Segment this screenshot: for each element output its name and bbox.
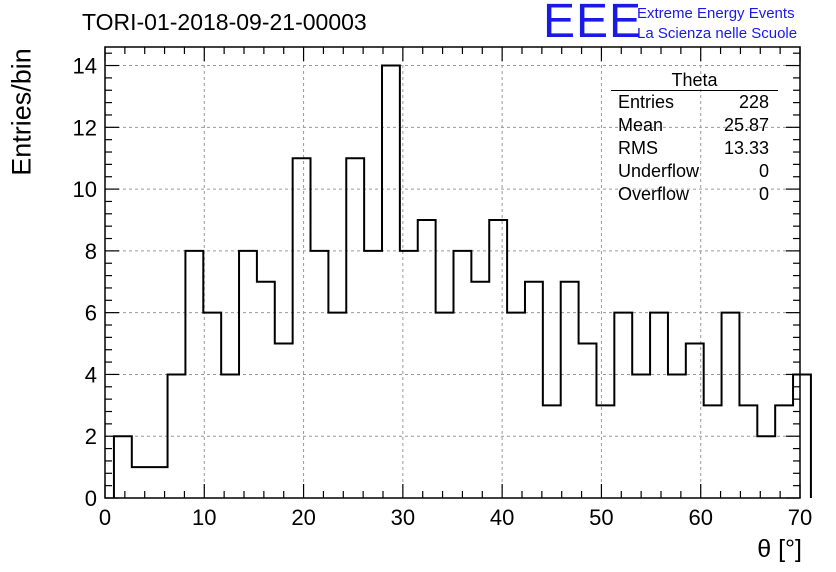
y-tick-label: 14 (73, 54, 97, 79)
histogram-bin (293, 158, 311, 498)
x-tick-label: 40 (490, 505, 514, 530)
y-tick-label: 6 (85, 301, 97, 326)
histogram-bin (704, 405, 722, 498)
stats-label: RMS (618, 138, 658, 158)
stats-value: 25.87 (723, 115, 769, 135)
stats-box: Theta Entries 228 Mean 25.87 RMS 13.33 U… (611, 70, 778, 206)
y-axis-label: Entries/bin (6, 48, 37, 176)
histogram-bin (436, 313, 454, 498)
stats-value: 0 (758, 161, 769, 181)
stats-label: Underflow (618, 161, 700, 181)
histogram-bars (112, 64, 812, 498)
stats-label: Entries (618, 92, 675, 112)
y-tick-label: 10 (73, 177, 97, 202)
y-tick-label: 4 (85, 362, 97, 387)
histogram-bin (471, 282, 489, 498)
x-tick-label: 20 (291, 505, 315, 530)
y-tick-label: 0 (85, 486, 97, 511)
logo-line-2: La Scienza nelle Scuole (637, 25, 798, 42)
histogram-bin (722, 313, 740, 498)
histogram-bin (185, 251, 203, 498)
histogram-bin (132, 467, 150, 498)
histogram-bin (596, 405, 614, 498)
histogram-bin (168, 374, 186, 498)
x-tick-label: 30 (391, 505, 415, 530)
stats-row-underflow: Underflow 0 (611, 160, 778, 183)
axes: 0 10 20 30 40 50 60 70 0 2 4 6 8 10 12 14 (73, 46, 812, 530)
y-tick-label: 12 (73, 115, 97, 140)
stats-label: Mean (618, 115, 664, 135)
stats-row-rms: RMS 13.33 (611, 137, 778, 160)
x-tick-label: 60 (688, 505, 712, 530)
eee-logo: EEE Extreme Energy Events La Scienza nel… (543, 0, 833, 48)
histogram-bin (364, 251, 382, 498)
stats-row-entries: Entries 228 (611, 91, 778, 114)
histogram-bin (561, 282, 579, 498)
histogram-bin (650, 313, 668, 498)
plot-frame (104, 46, 801, 499)
histogram-bin (418, 220, 436, 498)
x-tick-label: 50 (589, 505, 613, 530)
stats-label: Overflow (618, 184, 690, 204)
histogram-bin (311, 251, 329, 498)
histogram-bin (543, 405, 561, 498)
chart-title: TORI-01-2018-09-21-00003 (82, 9, 367, 35)
logo-line-1: Extreme Energy Events (637, 5, 795, 22)
stats-title: Theta (611, 70, 778, 91)
histogram-bin (221, 374, 239, 498)
stats-value: 228 (738, 92, 769, 112)
histogram-outline (112, 64, 812, 498)
histogram-bin (382, 66, 400, 498)
histogram-bin (739, 405, 757, 498)
y-tick-label: 8 (85, 239, 97, 264)
histogram-bin (579, 344, 597, 498)
histogram-bin (757, 436, 775, 498)
logo-mark: EEE (543, 0, 643, 48)
histogram-bin (489, 220, 507, 498)
x-axis-label: θ [°] (757, 535, 802, 563)
histogram-bin (275, 344, 293, 498)
histogram-bin (257, 282, 275, 498)
stats-value: 13.33 (723, 138, 769, 158)
histogram-bin (453, 251, 471, 498)
stats-value: 0 (758, 184, 769, 204)
histogram-bin (507, 313, 525, 498)
y-tick-label: 2 (85, 424, 97, 449)
stats-row-overflow: Overflow 0 (611, 183, 778, 206)
histogram-bin (203, 313, 221, 498)
histogram-bin (328, 313, 346, 498)
histogram-bin (525, 282, 543, 498)
x-tick-label: 70 (788, 505, 812, 530)
x-tick-label: 0 (99, 505, 111, 530)
histogram-bin (114, 436, 132, 498)
histogram-bin (775, 405, 793, 498)
histogram-bin (346, 158, 364, 498)
stats-row-mean: Mean 25.87 (611, 114, 778, 137)
x-tick-label: 10 (192, 505, 216, 530)
histogram-bin (239, 251, 257, 498)
histogram-bin (614, 313, 632, 498)
